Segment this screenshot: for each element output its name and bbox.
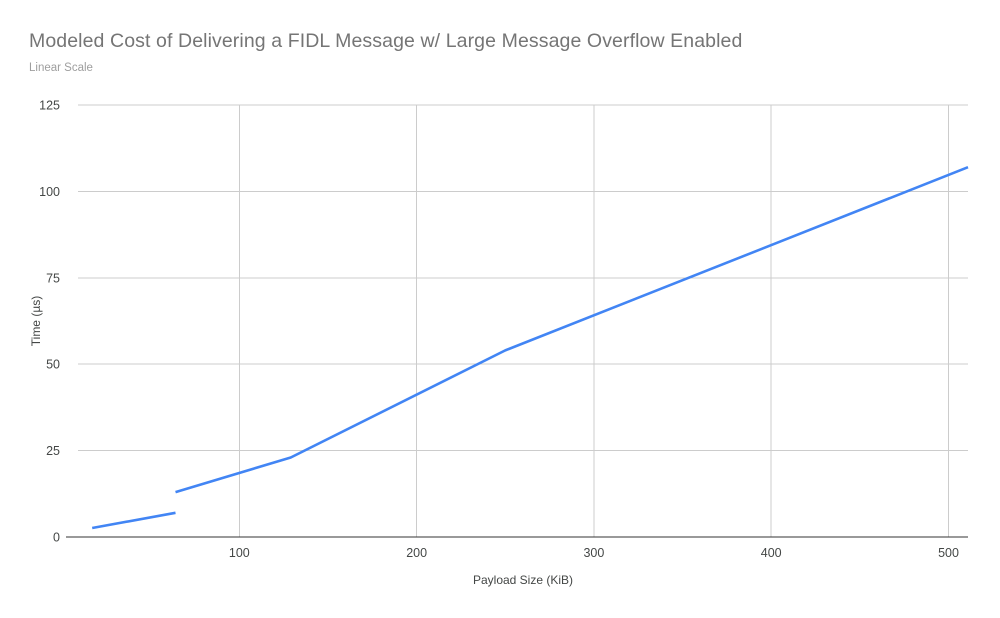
y-tick-label: 75 <box>46 271 60 285</box>
x-axis-tick-labels: 100 200 300 400 500 <box>229 546 959 560</box>
x-tick-label: 500 <box>938 546 959 560</box>
y-tick-label: 0 <box>53 531 60 545</box>
horizontal-gridlines <box>78 104 968 452</box>
x-tick-label: 200 <box>406 546 427 560</box>
x-tick-label: 300 <box>583 546 604 560</box>
y-tick-label: 25 <box>46 444 60 458</box>
x-axis-title: Payload Size (KiB) <box>473 573 573 587</box>
chart-subtitle: Linear Scale <box>29 62 93 74</box>
y-tick-label: 100 <box>39 185 60 199</box>
x-tick-label: 100 <box>229 546 250 560</box>
chart-title: Modeled Cost of Delivering a FIDL Messag… <box>29 30 743 52</box>
y-tick-label: 125 <box>39 99 60 113</box>
series-line-above-overflow-threshold <box>175 165 969 494</box>
y-axis-tick-labels: 0 25 50 75 100 125 <box>39 99 60 545</box>
data-series <box>91 165 969 530</box>
y-tick-label: 50 <box>46 358 60 372</box>
series-line-below-overflow-threshold <box>91 511 176 530</box>
vertical-gridlines <box>238 105 949 537</box>
y-axis-title: Time (µs) <box>29 296 43 346</box>
x-tick-label: 400 <box>761 546 782 560</box>
